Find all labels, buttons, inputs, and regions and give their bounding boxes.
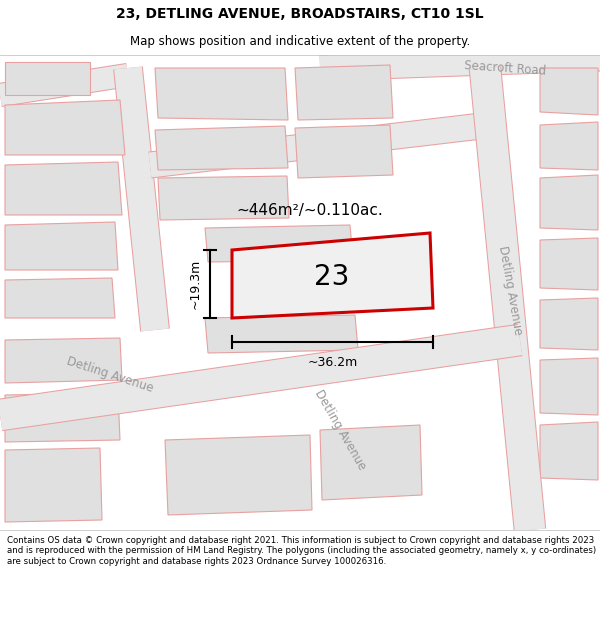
Polygon shape [5, 338, 122, 383]
Text: ~36.2m: ~36.2m [307, 356, 358, 369]
Polygon shape [540, 298, 598, 350]
Polygon shape [540, 238, 598, 290]
Polygon shape [320, 425, 422, 500]
Text: Map shows position and indicative extent of the property.: Map shows position and indicative extent… [130, 35, 470, 48]
Polygon shape [540, 422, 598, 480]
Text: 23, DETLING AVENUE, BROADSTAIRS, CT10 1SL: 23, DETLING AVENUE, BROADSTAIRS, CT10 1S… [116, 7, 484, 21]
Text: ~446m²/~0.110ac.: ~446m²/~0.110ac. [236, 202, 383, 217]
Polygon shape [5, 222, 118, 270]
Polygon shape [232, 233, 433, 318]
Polygon shape [155, 126, 288, 170]
Polygon shape [540, 122, 598, 170]
Polygon shape [295, 65, 393, 120]
Polygon shape [295, 125, 393, 178]
Polygon shape [5, 100, 125, 155]
Polygon shape [5, 278, 115, 318]
Text: 23: 23 [314, 263, 349, 291]
Polygon shape [205, 225, 353, 262]
Polygon shape [165, 435, 312, 515]
Text: Detling Avenue: Detling Avenue [312, 388, 368, 472]
Polygon shape [5, 393, 120, 442]
Polygon shape [5, 448, 102, 522]
Polygon shape [158, 176, 289, 220]
Text: Detling Avenue: Detling Avenue [65, 355, 155, 395]
Text: Seacroft Road: Seacroft Road [464, 59, 547, 78]
Polygon shape [155, 68, 288, 120]
Text: Contains OS data © Crown copyright and database right 2021. This information is : Contains OS data © Crown copyright and d… [7, 536, 596, 566]
Polygon shape [5, 62, 90, 95]
Text: ~19.3m: ~19.3m [189, 259, 202, 309]
Polygon shape [540, 358, 598, 415]
Polygon shape [540, 68, 598, 115]
Text: Detling Avenue: Detling Avenue [496, 244, 524, 336]
Polygon shape [5, 162, 122, 215]
Polygon shape [540, 175, 598, 230]
Polygon shape [205, 315, 358, 353]
